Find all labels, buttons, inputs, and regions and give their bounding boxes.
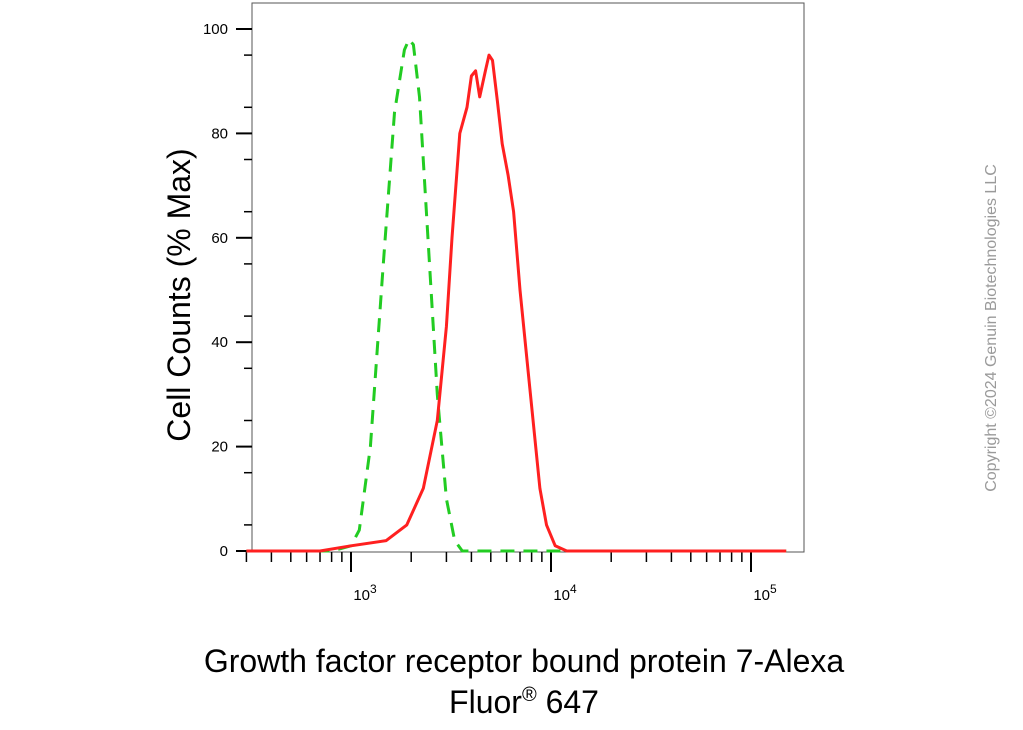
y-axis-title: Cell Counts (% Max) — [161, 148, 197, 441]
y-axis-title-group: Cell Counts (% Max) — [161, 148, 197, 441]
y-tick-label: 20 — [211, 439, 228, 456]
sample-histogram-line — [246, 53, 787, 553]
y-tick-label: 40 — [211, 334, 228, 351]
plot-frame — [251, 2, 805, 553]
x-tick-labels: 103 104 105 — [353, 582, 777, 604]
y-tick-label: 80 — [211, 125, 228, 142]
axis-ticks — [236, 28, 752, 572]
y-tick-label: 60 — [211, 230, 228, 247]
copyright-watermark: Copyright ©2024 Genuin Biotechnologies L… — [983, 164, 1000, 492]
x-axis-title-fluor: Fluor — [449, 684, 522, 720]
series-layer — [246, 37, 787, 553]
x-axis-title-line2: Fluor® 647 — [449, 684, 599, 720]
x-tick-label: 104 — [553, 582, 577, 604]
y-tick-label: 0 — [220, 543, 228, 560]
x-tick-label: 103 — [353, 582, 377, 604]
y-tick-labels: 0 20 40 60 80 100 — [203, 21, 228, 560]
x-tick-label: 105 — [753, 582, 777, 604]
control-histogram-line — [246, 37, 787, 553]
y-tick-label: 100 — [203, 21, 228, 38]
x-axis-title-line1: Growth factor receptor bound protein 7-A… — [204, 643, 845, 679]
x-axis-title-647: 647 — [537, 684, 599, 720]
x-axis-title-registered: ® — [522, 684, 537, 706]
